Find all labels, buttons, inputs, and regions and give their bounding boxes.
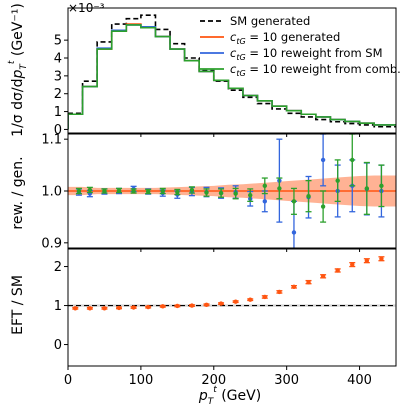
data-point — [364, 186, 370, 191]
data-point — [145, 189, 151, 194]
data-point — [218, 301, 224, 306]
data-point — [335, 178, 340, 183]
data-point — [116, 188, 122, 193]
x-tick-label: 0 — [64, 373, 72, 388]
panel-data — [68, 134, 396, 248]
x-tick-label: 100 — [128, 373, 153, 388]
data-point — [87, 187, 93, 193]
x-axis-label: pTt (GeV) — [198, 385, 261, 407]
data-point — [189, 187, 195, 193]
data-point — [379, 256, 384, 261]
data-point — [189, 303, 195, 308]
data-point — [218, 190, 224, 196]
data-point — [306, 279, 311, 285]
data-point — [175, 303, 180, 309]
y-tick-label: 1 — [54, 105, 62, 120]
data-point — [160, 188, 165, 194]
y-tick-label: 1.1 — [41, 133, 62, 148]
data-point — [306, 193, 311, 199]
data-point — [73, 306, 78, 311]
data-point — [102, 306, 107, 311]
x-tick-label: 200 — [201, 373, 226, 388]
panel-data — [68, 256, 396, 311]
y-tick-label: 1 — [54, 299, 62, 314]
data-point — [116, 305, 122, 311]
data-point — [131, 188, 136, 194]
panel-2: 0 1 2 0 100 200 300 400 — [54, 248, 397, 388]
data-point — [87, 306, 93, 311]
data-point — [335, 268, 340, 273]
y-tick-label: 0 — [54, 123, 62, 138]
data-point — [248, 297, 253, 302]
data-point — [291, 199, 297, 204]
y-tick-label: 4 — [54, 52, 62, 67]
top-ylabel: 1/σ dσ/dpTt (GeV⁻¹) — [7, 3, 29, 137]
data-point — [102, 188, 107, 194]
data-point — [277, 186, 282, 191]
data-point — [204, 302, 209, 307]
hist-series-3 — [68, 24, 396, 130]
mid-ylabel: rew. / gen. — [10, 156, 26, 229]
data-point — [262, 199, 267, 204]
data-point — [233, 299, 238, 304]
data-point — [233, 191, 238, 196]
data-point — [76, 188, 82, 194]
bot-ylabel: EFT / SM — [10, 275, 26, 335]
panel-1: 0.9 1.0 1.1 — [41, 133, 397, 252]
y-tick-label: 0 — [54, 338, 62, 353]
data-point — [277, 289, 282, 295]
data-point — [291, 284, 297, 290]
panel-data — [68, 14, 396, 130]
data-point — [320, 157, 326, 163]
data-point — [145, 304, 151, 310]
data-point — [262, 294, 267, 300]
y-tick-label: 0.9 — [41, 236, 62, 251]
data-point — [350, 157, 355, 163]
legend-label: ctG = 10 generated — [230, 30, 340, 46]
panel-frame — [67, 7, 397, 134]
data-point — [320, 204, 326, 209]
data-point — [204, 190, 209, 195]
y-tick-label: 1.0 — [41, 185, 62, 200]
panel-frame — [67, 248, 397, 367]
data-point — [175, 189, 180, 195]
x-tick-label: 300 — [274, 373, 299, 388]
y-tick-label: 5 — [54, 34, 62, 49]
data-point — [248, 192, 253, 198]
data-point — [291, 230, 297, 235]
y-tick-label: 2 — [54, 87, 62, 102]
legend-label: ctG = 10 reweight from comb. — [230, 62, 401, 78]
data-point — [379, 183, 384, 189]
y-tick-label: 3 — [54, 69, 62, 84]
data-point — [160, 304, 165, 309]
legend-label: ctG = 10 reweight from SM — [230, 46, 383, 62]
x-tick-label: 400 — [347, 373, 372, 388]
data-point — [131, 305, 136, 310]
data-point — [364, 258, 370, 263]
data-point — [320, 274, 326, 279]
data-point — [262, 183, 267, 189]
legend-label: SM generated — [230, 14, 310, 28]
y-tick-label: 2 — [54, 260, 62, 275]
data-point — [350, 262, 355, 267]
